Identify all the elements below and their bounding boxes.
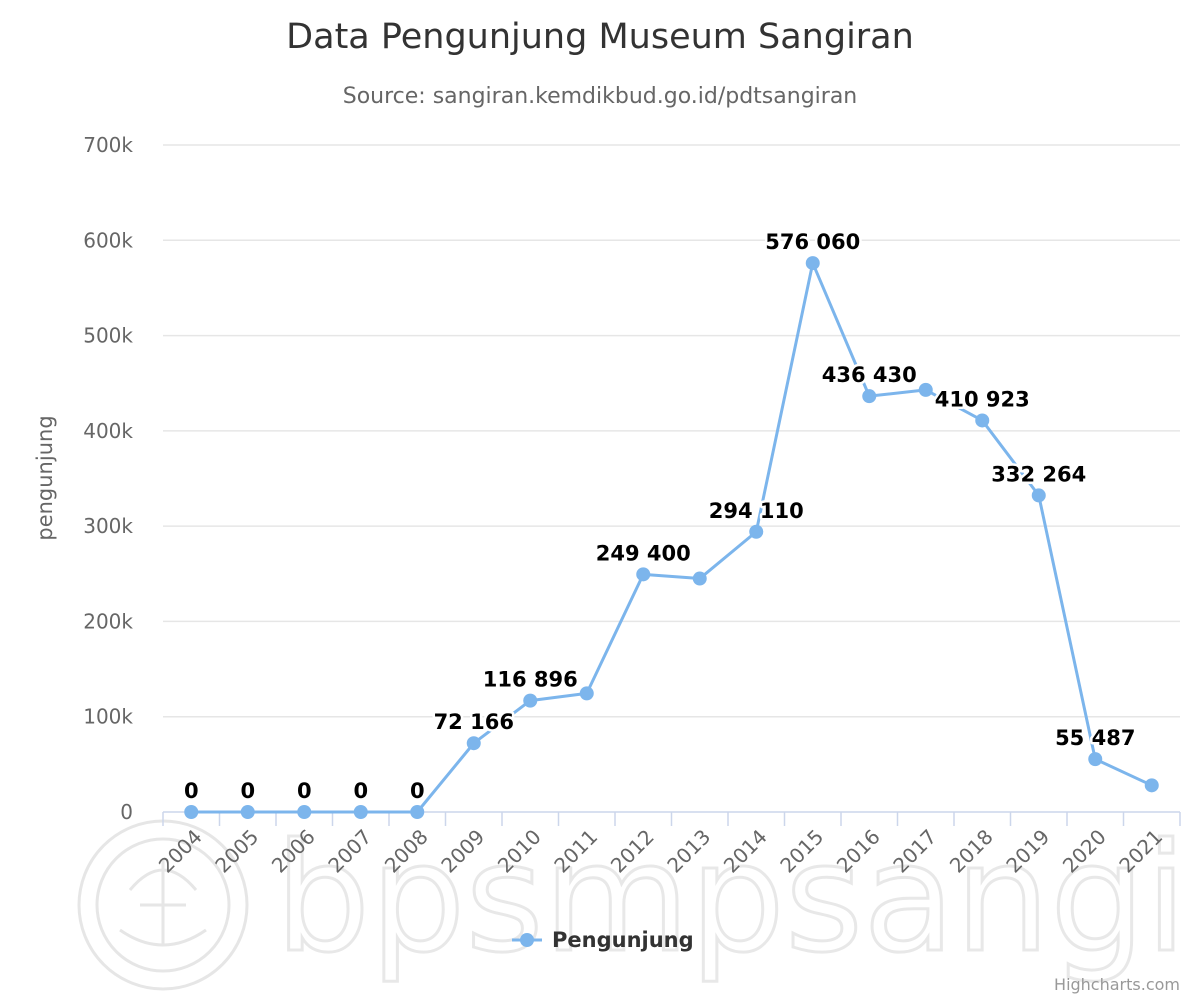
data-point[interactable] [579,686,594,701]
data-label: 116 896 [483,668,578,692]
data-label: 436 430 [822,363,917,387]
data-point[interactable] [240,805,255,819]
y-tick-label: 300k [83,514,133,538]
data-label: 0 [297,779,312,803]
y-tick-label: 600k [83,228,133,252]
credits-link[interactable]: Highcharts.com [1054,975,1180,994]
data-label: 72 166 [434,710,514,734]
watermark-seal-icon [77,819,249,991]
chart-subtitle: Source: sangiran.kemdikbud.go.id/pdtsang… [343,84,858,109]
data-point[interactable] [805,256,820,271]
data-point[interactable] [523,693,538,708]
data-label: 576 060 [765,230,860,254]
data-point[interactable] [410,805,425,819]
data-label: 0 [240,779,255,803]
data-labels: 0 0 0 0 0 72 166 116 896 249 400 294 110 576 060 4… [181,228,1138,806]
y-tick-label: 0 [120,800,133,824]
data-label: 0 [184,779,199,803]
legend-item-label[interactable]: Pengunjung [552,928,694,952]
series-group [184,256,1159,819]
data-point[interactable] [918,382,933,397]
legend[interactable]: Pengunjung [512,928,694,952]
data-label: 0 [410,779,425,803]
watermark: bpsmpsangi [77,811,1188,991]
y-tick-label: 100k [83,705,133,729]
data-point[interactable] [862,389,877,404]
x-tick-label: 2005 [210,825,263,878]
data-point[interactable] [1031,488,1046,503]
data-label: 249 400 [596,541,691,565]
y-tick-label: 400k [83,419,133,443]
data-point[interactable] [353,805,368,819]
data-label: 410 923 [935,387,1030,411]
y-tick-label: 500k [83,324,133,348]
chart-title: Data Pengunjung Museum Sangiran [286,17,914,57]
data-point[interactable] [1088,752,1103,767]
data-point[interactable] [1144,778,1159,793]
data-point[interactable] [297,805,312,819]
data-label: 55 487 [1055,726,1135,750]
data-point[interactable] [975,413,990,428]
y-tick-label: 200k [83,609,133,633]
y-axis-ticks: 0 100k 200k 300k 400k 500k 600k 700k [83,133,133,824]
data-label: 294 110 [709,499,804,523]
data-point[interactable] [692,571,707,586]
data-label: 0 [353,779,368,803]
data-label: 332 264 [991,462,1086,486]
series-line [191,261,1153,814]
data-point[interactable] [184,805,199,819]
legend-marker-icon [520,933,534,947]
data-point[interactable] [466,736,481,751]
y-tick-label: 700k [83,133,133,157]
data-point[interactable] [636,567,651,582]
y-axis-title: pengunjung [33,415,57,540]
watermark-text: bpsmpsangi [275,812,1187,986]
data-point[interactable] [749,524,764,539]
